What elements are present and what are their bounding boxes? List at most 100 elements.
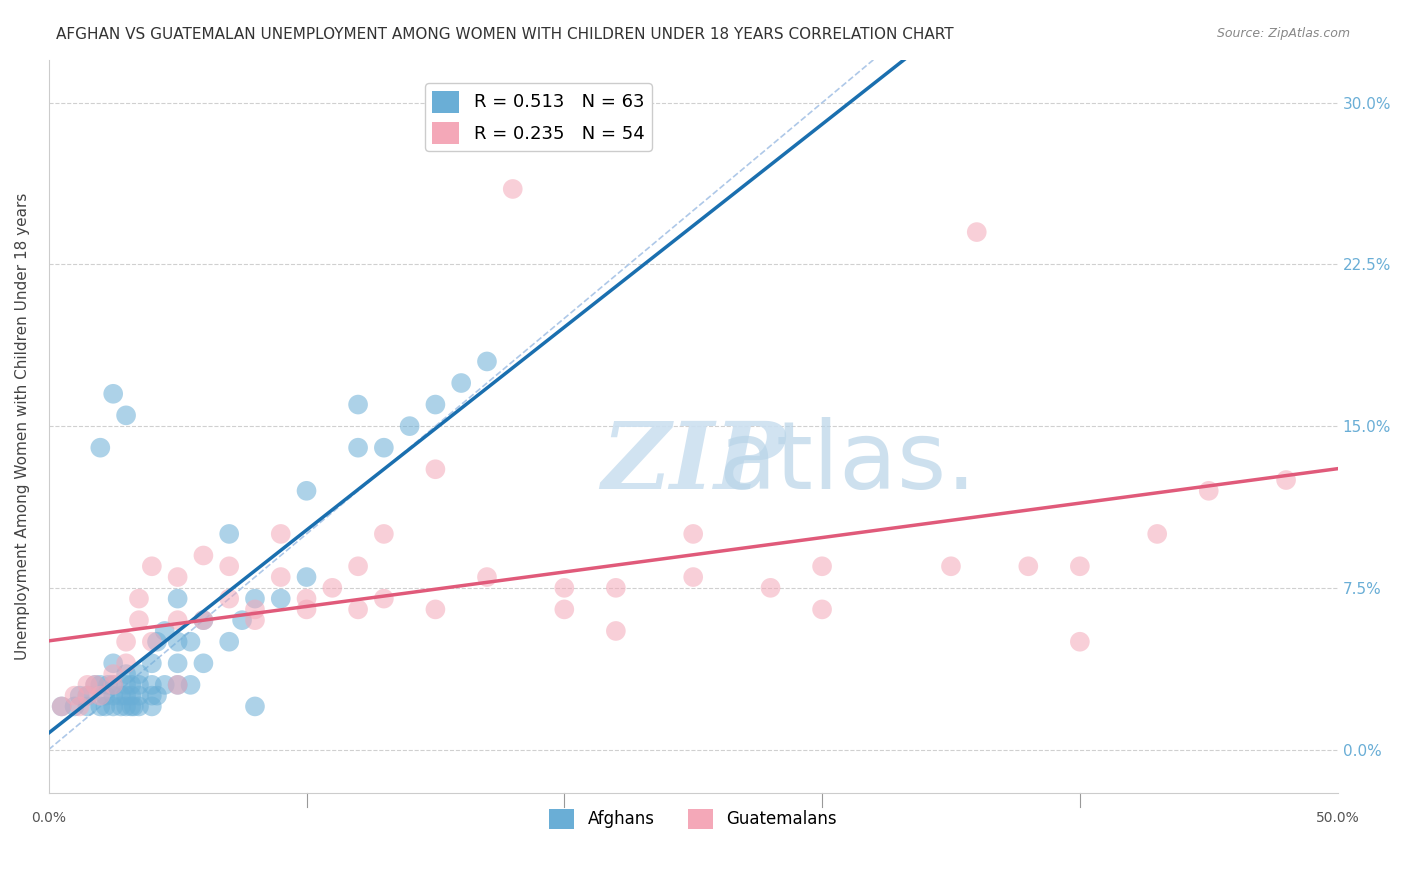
Point (166, 678, 188, 692)
Text: AFGHAN VS GUATEMALAN UNEMPLOYMENT AMONG WOMEN WITH CHILDREN UNDER 18 YEARS CORRE: AFGHAN VS GUATEMALAN UNEMPLOYMENT AMONG … (56, 27, 953, 42)
Text: ZIP: ZIP (602, 417, 786, 508)
Text: atlas.: atlas. (718, 417, 977, 508)
Legend: Afghans, Guatemalans: Afghans, Guatemalans (543, 802, 844, 836)
Point (110, 689, 132, 703)
Point (63, 689, 86, 703)
Point (103, 657, 125, 671)
Point (475, 570, 498, 584)
Text: 50.0%: 50.0% (1316, 811, 1360, 825)
Point (682, 570, 704, 584)
Point (193, 613, 215, 627)
Point (115, 657, 138, 671)
Point (115, 678, 138, 692)
Point (218, 527, 240, 541)
Point (553, 581, 575, 595)
Point (128, 667, 150, 681)
Point (166, 570, 188, 584)
Point (51, 699, 73, 714)
Point (115, 667, 138, 681)
Point (122, 699, 145, 714)
Point (153, 624, 176, 638)
Point (89, 441, 111, 455)
Point (63, 699, 86, 714)
Y-axis label: Unemployment Among Women with Children Under 18 years: Unemployment Among Women with Children U… (15, 193, 30, 660)
Point (347, 398, 370, 412)
Point (398, 419, 420, 434)
Point (295, 483, 318, 498)
Point (141, 699, 163, 714)
Point (682, 527, 704, 541)
Point (270, 570, 292, 584)
Point (1146, 527, 1168, 541)
Text: 0.0%: 0.0% (31, 811, 66, 825)
Point (373, 591, 395, 606)
Point (1069, 634, 1091, 648)
Point (218, 634, 240, 648)
Point (1198, 483, 1220, 498)
Point (120, 699, 142, 714)
Point (811, 559, 834, 574)
Point (295, 570, 318, 584)
Point (966, 225, 988, 239)
Point (166, 613, 188, 627)
Point (89, 678, 111, 692)
Point (166, 591, 188, 606)
Point (939, 559, 962, 574)
Point (270, 527, 292, 541)
Point (605, 581, 627, 595)
Point (115, 634, 138, 648)
Point (115, 409, 138, 423)
Point (76, 699, 98, 714)
Point (141, 634, 163, 648)
Point (103, 678, 125, 692)
Point (425, 462, 447, 476)
Point (89, 699, 111, 714)
Point (69, 689, 91, 703)
Point (373, 441, 395, 455)
Point (243, 613, 266, 627)
Point (193, 613, 215, 627)
Point (146, 634, 169, 648)
Point (128, 699, 150, 714)
Point (1069, 559, 1091, 574)
Point (141, 678, 163, 692)
Point (76, 678, 98, 692)
Point (51, 699, 73, 714)
Point (94, 699, 117, 714)
Point (103, 699, 125, 714)
Point (110, 699, 132, 714)
Point (128, 678, 150, 692)
Point (425, 398, 447, 412)
Point (153, 678, 176, 692)
Point (1275, 473, 1298, 487)
Point (84, 678, 107, 692)
Point (120, 689, 142, 703)
Point (373, 527, 395, 541)
Point (146, 689, 169, 703)
Point (243, 591, 266, 606)
Point (450, 376, 472, 390)
Point (141, 689, 163, 703)
Point (76, 689, 98, 703)
Point (180, 634, 202, 648)
Point (425, 602, 447, 616)
Point (321, 581, 343, 595)
Point (347, 602, 370, 616)
Point (103, 678, 125, 692)
Point (243, 699, 266, 714)
Point (270, 591, 292, 606)
Point (347, 441, 370, 455)
Point (231, 613, 253, 627)
Point (166, 657, 188, 671)
Point (1017, 559, 1039, 574)
Point (103, 386, 125, 401)
Point (218, 591, 240, 606)
Point (128, 591, 150, 606)
Point (89, 689, 111, 703)
Point (502, 182, 524, 196)
Point (84, 678, 107, 692)
Point (347, 559, 370, 574)
Point (141, 657, 163, 671)
Point (128, 613, 150, 627)
Point (475, 354, 498, 368)
